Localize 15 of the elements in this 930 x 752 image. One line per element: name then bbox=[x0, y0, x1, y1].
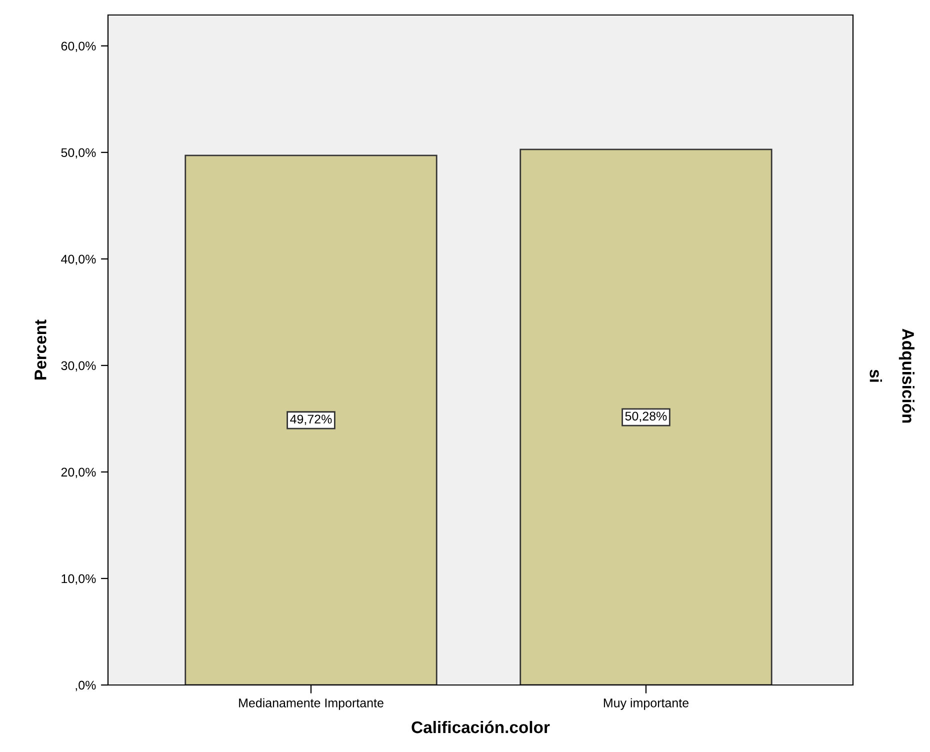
text: si bbox=[870, 370, 882, 382]
y-tick-label: 50,0% bbox=[61, 148, 96, 159]
y-tick-label: 10,0% bbox=[62, 574, 96, 585]
y-tick-label: 40,0% bbox=[61, 254, 96, 266]
y2-axis-title: Adquisición bbox=[898, 328, 915, 423]
y-axis-title: Percent bbox=[34, 320, 46, 380]
x-tick-label: Medianamente Importante bbox=[239, 698, 384, 710]
x-tick-label: Muy importante bbox=[604, 698, 688, 710]
y-tick-label: ,0% bbox=[76, 680, 96, 692]
y-tick-label: 60,0% bbox=[61, 42, 96, 52]
y-tick-label: 30,0% bbox=[61, 361, 96, 372]
data-label: 49,72% bbox=[290, 414, 332, 426]
x-axis-title: Calificación.color bbox=[412, 720, 550, 734]
data-label: 50,28% bbox=[625, 412, 667, 422]
y-tick-label: 20,0% bbox=[61, 468, 96, 478]
